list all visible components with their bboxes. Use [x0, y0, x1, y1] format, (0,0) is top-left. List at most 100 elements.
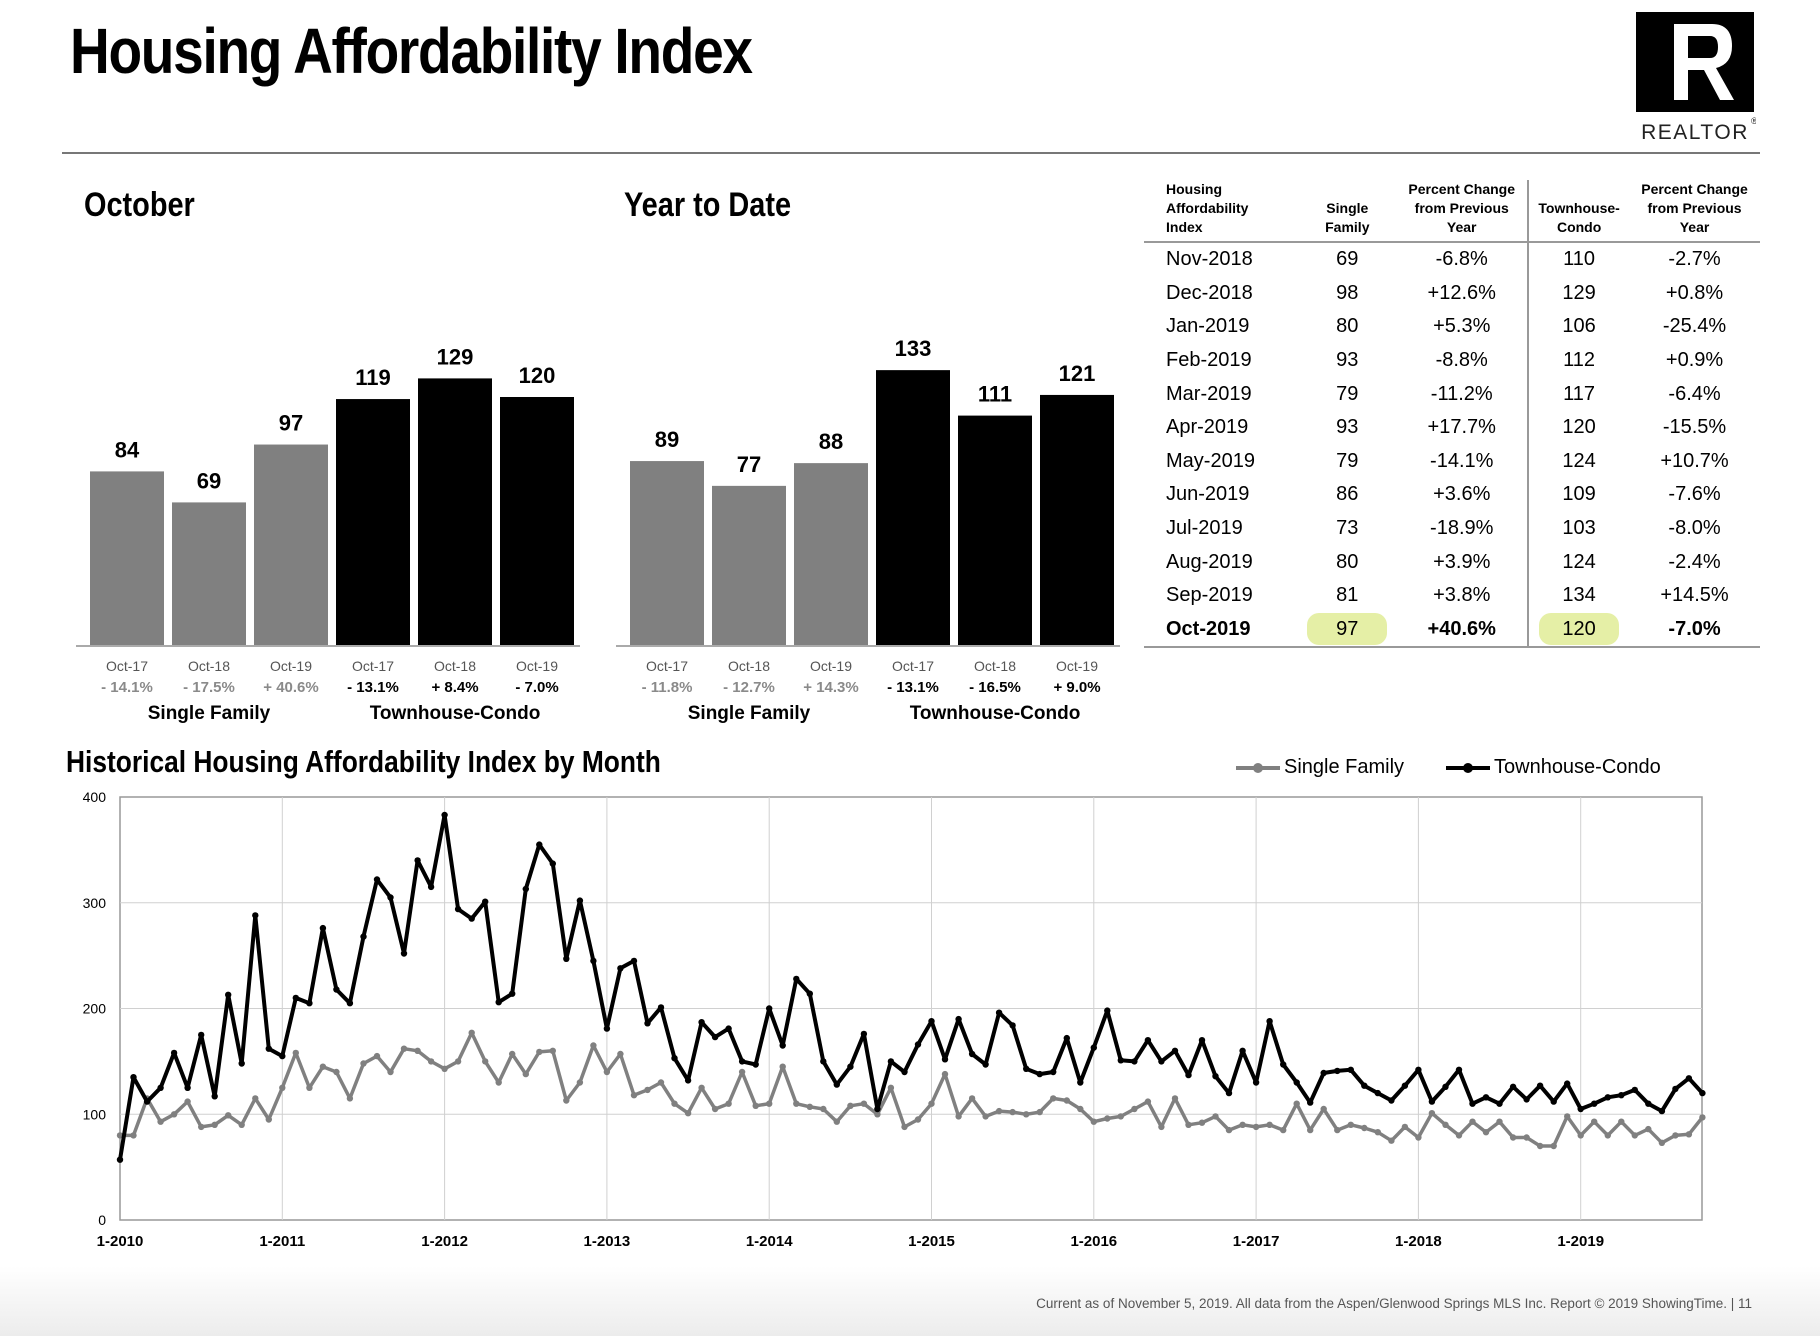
data-point	[387, 1068, 394, 1076]
data-point	[1185, 1121, 1192, 1128]
table-cell: 103	[1562, 517, 1596, 540]
data-point	[711, 1033, 719, 1041]
data-point	[549, 1047, 556, 1054]
data-point	[738, 1058, 746, 1065]
category-label: Oct-18	[434, 658, 476, 674]
october-bar-chart: 84 Oct-17 - 14.1% 69 Oct-18 - 17.5% 97 Oct-19 + …	[76, 344, 580, 724]
legend-label: Townhouse-Condo	[1494, 756, 1661, 778]
table-cell: 129	[1562, 281, 1596, 304]
data-point	[617, 965, 624, 972]
data-point	[292, 994, 299, 1002]
data-point	[292, 1049, 299, 1057]
table-cell: 73	[1336, 517, 1359, 540]
data-point	[1374, 1129, 1382, 1136]
table-cell: +40.6%	[1396, 612, 1530, 649]
change-label: - 7.0%	[515, 679, 558, 696]
change-label: - 17.5%	[183, 679, 235, 696]
data-point	[1131, 1058, 1138, 1065]
realtor-logo: REALTOR ®	[1636, 12, 1756, 142]
data-point	[1442, 1121, 1449, 1128]
data-point	[1320, 1105, 1327, 1113]
historical-title: Historical Housing Affordability Index b…	[66, 744, 661, 779]
x-tick-label: 1-2011	[259, 1233, 305, 1250]
y-tick-label: 300	[83, 895, 107, 911]
table-cell: 110	[1563, 248, 1596, 271]
table-header: Percent Change from Previous Year	[1629, 180, 1760, 243]
table-cell: 117	[1563, 382, 1596, 405]
data-point	[360, 1060, 367, 1067]
data-point	[1009, 1022, 1016, 1029]
historical-line-chart: 0 100 200 300 400 1-2010 1-2011 1-2012 1-2013 1-2…	[83, 789, 1706, 1250]
data-point	[346, 1095, 354, 1102]
data-point	[928, 1100, 935, 1107]
svg-text:REALTOR: REALTOR	[1641, 121, 1749, 142]
data-point	[1618, 1118, 1625, 1125]
data-point	[1415, 1134, 1422, 1141]
group-label: Townhouse-Condo	[370, 703, 541, 724]
data-point	[1672, 1085, 1679, 1093]
table-row: Jul-2019 73 -18.9% 103 -8.0%	[1144, 511, 1760, 546]
category-label: Oct-19	[516, 658, 558, 674]
data-point	[265, 1116, 272, 1123]
bar-value-label: 119	[355, 365, 391, 390]
group-label: Townhouse-Condo	[910, 703, 1081, 724]
data-point	[306, 1084, 313, 1091]
data-point	[725, 1025, 732, 1032]
data-point	[968, 1050, 976, 1058]
table-cell: -7.6%	[1668, 483, 1721, 506]
data-point	[1496, 1118, 1503, 1125]
bar	[500, 397, 574, 645]
table-row: Apr-2019 93 +17.7% 120 -15.5%	[1144, 410, 1760, 445]
data-point	[509, 990, 516, 997]
table-cell: -8.8%	[1396, 343, 1530, 378]
data-point	[1469, 1118, 1476, 1125]
bar-value-label: 69	[197, 468, 221, 493]
table-cell: +17.7%	[1396, 410, 1530, 445]
data-point	[833, 1118, 840, 1125]
category-label: Oct-17	[892, 658, 934, 674]
data-point	[1252, 1079, 1260, 1086]
data-point	[306, 1000, 313, 1007]
x-tick-label: 1-2019	[1557, 1233, 1604, 1250]
table-cell: 124	[1562, 449, 1596, 472]
table-row: May-2019 79 -14.1% 124 +10.7%	[1144, 444, 1760, 479]
data-point	[116, 1132, 124, 1139]
table-cell: 80	[1336, 315, 1359, 338]
data-point	[1469, 1100, 1476, 1107]
table-cell: -6.4%	[1668, 382, 1721, 405]
bar-value-label: 121	[1059, 361, 1096, 386]
table-header: Housing Affordability Index	[1144, 180, 1299, 243]
data-point	[252, 1095, 259, 1102]
data-point	[1022, 1065, 1030, 1072]
table-cell: Sep-2019	[1166, 584, 1253, 607]
data-point	[644, 1086, 651, 1094]
data-point	[1523, 1134, 1530, 1141]
table-cell: 98	[1336, 281, 1359, 304]
data-point	[1577, 1132, 1584, 1139]
data-point	[1050, 1068, 1057, 1076]
data-point	[793, 975, 800, 983]
category-label: Oct-17	[352, 658, 394, 674]
data-point	[657, 1079, 665, 1086]
data-point	[170, 1111, 178, 1118]
table-row: Dec-2018 98 +12.6% 129 +0.8%	[1144, 276, 1760, 311]
data-point	[995, 1009, 1003, 1016]
table-cell: Jan-2019	[1166, 315, 1250, 338]
table-cell: -14.1%	[1396, 444, 1530, 479]
data-point	[157, 1084, 164, 1091]
table-cell: -7.0%	[1629, 612, 1760, 649]
data-point	[536, 841, 543, 848]
data-point	[211, 1121, 218, 1128]
data-point	[1104, 1007, 1111, 1014]
data-point	[1631, 1086, 1639, 1094]
change-label: + 8.4%	[431, 679, 478, 696]
table-cell: -11.2%	[1396, 377, 1530, 411]
change-label: - 13.1%	[887, 679, 939, 696]
table-cell: May-2019	[1166, 449, 1255, 472]
data-point	[1185, 1071, 1192, 1079]
data-point	[1320, 1069, 1327, 1077]
change-label: + 9.0%	[1053, 679, 1100, 696]
bar	[1040, 394, 1114, 645]
data-point	[779, 1042, 786, 1049]
affordability-table: Housing Affordability Index Single Family P…	[1144, 180, 1760, 649]
